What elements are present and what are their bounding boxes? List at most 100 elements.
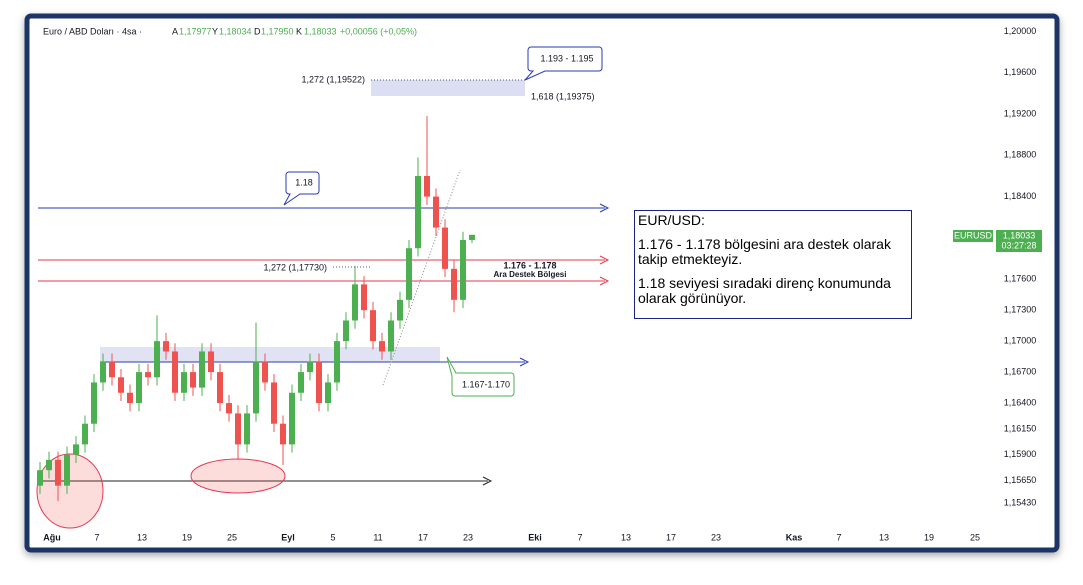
arrow	[599, 276, 610, 286]
candle-body	[217, 372, 223, 404]
box-paragraph: 1.176 - 1.178 bölgesini ara destek olara…	[638, 236, 891, 267]
fib-label: 1,272 (1,17730)	[263, 262, 327, 272]
text-box: EUR/USD: 1.176 - 1.178 bölgesini ara des…	[634, 210, 912, 319]
zone-label: Ara Destek Bölgesi	[494, 270, 567, 279]
candle-body	[244, 413, 250, 445]
l-value: 1,17950	[261, 26, 294, 36]
candle-body	[406, 248, 412, 300]
candles	[37, 116, 475, 502]
y-tick-label: 1,16700	[1004, 366, 1037, 376]
callout-text: 1.18	[295, 177, 313, 187]
candle-body	[235, 413, 241, 445]
callout	[283, 171, 320, 206]
x-tick-label: 25	[970, 532, 980, 542]
tag	[996, 230, 1042, 252]
candle-body	[154, 341, 160, 378]
candle-body	[226, 403, 232, 414]
candle-body	[253, 361, 259, 414]
c-value: 1,18033	[304, 26, 337, 36]
change: +0,00056 (+0,05%)	[340, 26, 417, 36]
x-tick-label: 13	[879, 532, 889, 542]
x-tick-label: Eyl	[281, 532, 295, 542]
y-tick-label: 1,15430	[1004, 498, 1037, 508]
x-tick-label: 5	[330, 532, 335, 542]
tag	[953, 230, 993, 242]
x-tick-label: 17	[418, 532, 428, 542]
candle-body	[271, 382, 277, 424]
candle-body	[415, 175, 421, 249]
arrow	[599, 255, 610, 265]
candle-body	[352, 284, 358, 321]
candle-body	[298, 372, 304, 393]
callout	[524, 46, 603, 81]
candle-body	[136, 372, 142, 404]
trend-line	[382, 169, 461, 386]
box-paragraph: 1.18 seviyesi sıradaki direnç konumunda …	[638, 275, 891, 306]
y-tick-label: 1,17300	[1004, 305, 1037, 315]
candle-body	[289, 392, 295, 445]
candle-body	[325, 382, 331, 404]
y-tick-label: 1,18400	[1004, 191, 1037, 201]
x-tick-label: 7	[577, 532, 582, 542]
tag-timer: 03:27:28	[1001, 240, 1036, 250]
arrow	[599, 203, 610, 213]
candle-body	[208, 351, 214, 373]
candle-body	[334, 341, 340, 383]
candle-body	[127, 392, 133, 404]
c-label: K	[296, 26, 302, 36]
y-tick-label: 1,15650	[1004, 475, 1037, 485]
candle-body	[397, 299, 403, 321]
candle-body	[451, 268, 457, 300]
candle-body	[460, 239, 466, 300]
y-tick-label: 1,19200	[1004, 108, 1037, 118]
x-tick-label: 19	[924, 532, 934, 542]
target-area	[371, 80, 525, 96]
candle-body	[163, 341, 169, 352]
candle-body	[343, 320, 349, 342]
box-title: EUR/USD:	[638, 212, 705, 228]
x-tick-label: 23	[463, 532, 473, 542]
candle-body	[172, 351, 178, 393]
candle-body	[388, 320, 394, 352]
x-tick-label: 11	[373, 532, 382, 542]
x-tick-label: 7	[94, 532, 99, 542]
candle-body	[37, 470, 43, 486]
candle-body	[280, 423, 286, 445]
y-tick-label: 1,17600	[1004, 274, 1037, 284]
candle-body	[46, 459, 52, 471]
frame	[24, 13, 1060, 553]
candle-body	[370, 310, 376, 342]
o-label: A	[172, 26, 178, 36]
candle-body	[91, 382, 97, 424]
header: Euro / ABD Doları · 4sa · A 1,17977 Y 1,…	[43, 26, 417, 36]
callout-text: 1.193 - 1.195	[540, 53, 593, 63]
h-value: 1,18034	[219, 26, 252, 36]
support-area	[100, 347, 440, 362]
h-label: Y	[212, 26, 218, 36]
x-tick-label: 13	[137, 532, 147, 542]
candle-body	[109, 361, 115, 378]
candle-body	[145, 372, 151, 378]
x-tick-label: Eki	[528, 532, 542, 542]
arrow	[482, 476, 493, 486]
candle-body	[424, 175, 430, 197]
x-tick-label: Ağu	[43, 532, 61, 542]
candle-body	[118, 377, 124, 393]
fib-label: 1,272 (1,19522)	[301, 74, 365, 84]
y-tick-label: 1,19600	[1004, 67, 1037, 77]
tag-symbol: EURUSD	[954, 230, 993, 240]
axes: 1,20000 1,19600 1,19200 1,18800 1,18400 1,176…	[43, 26, 1036, 543]
callout	[446, 356, 515, 397]
x-tick-label: Kas	[786, 532, 803, 542]
x-tick-label: 13	[621, 532, 631, 542]
symbol: Euro / ABD Doları · 4sa ·	[43, 26, 142, 36]
candle-body	[64, 454, 70, 486]
callout-text: 1.167-1.170	[462, 379, 510, 389]
y-tick-label: 1,16150	[1004, 423, 1037, 433]
highlight	[36, 453, 104, 529]
y-tick-label: 1,20000	[1004, 26, 1037, 36]
candle-body	[307, 361, 313, 373]
y-tick-label: 1,16400	[1004, 397, 1037, 407]
candle-body	[316, 361, 322, 404]
